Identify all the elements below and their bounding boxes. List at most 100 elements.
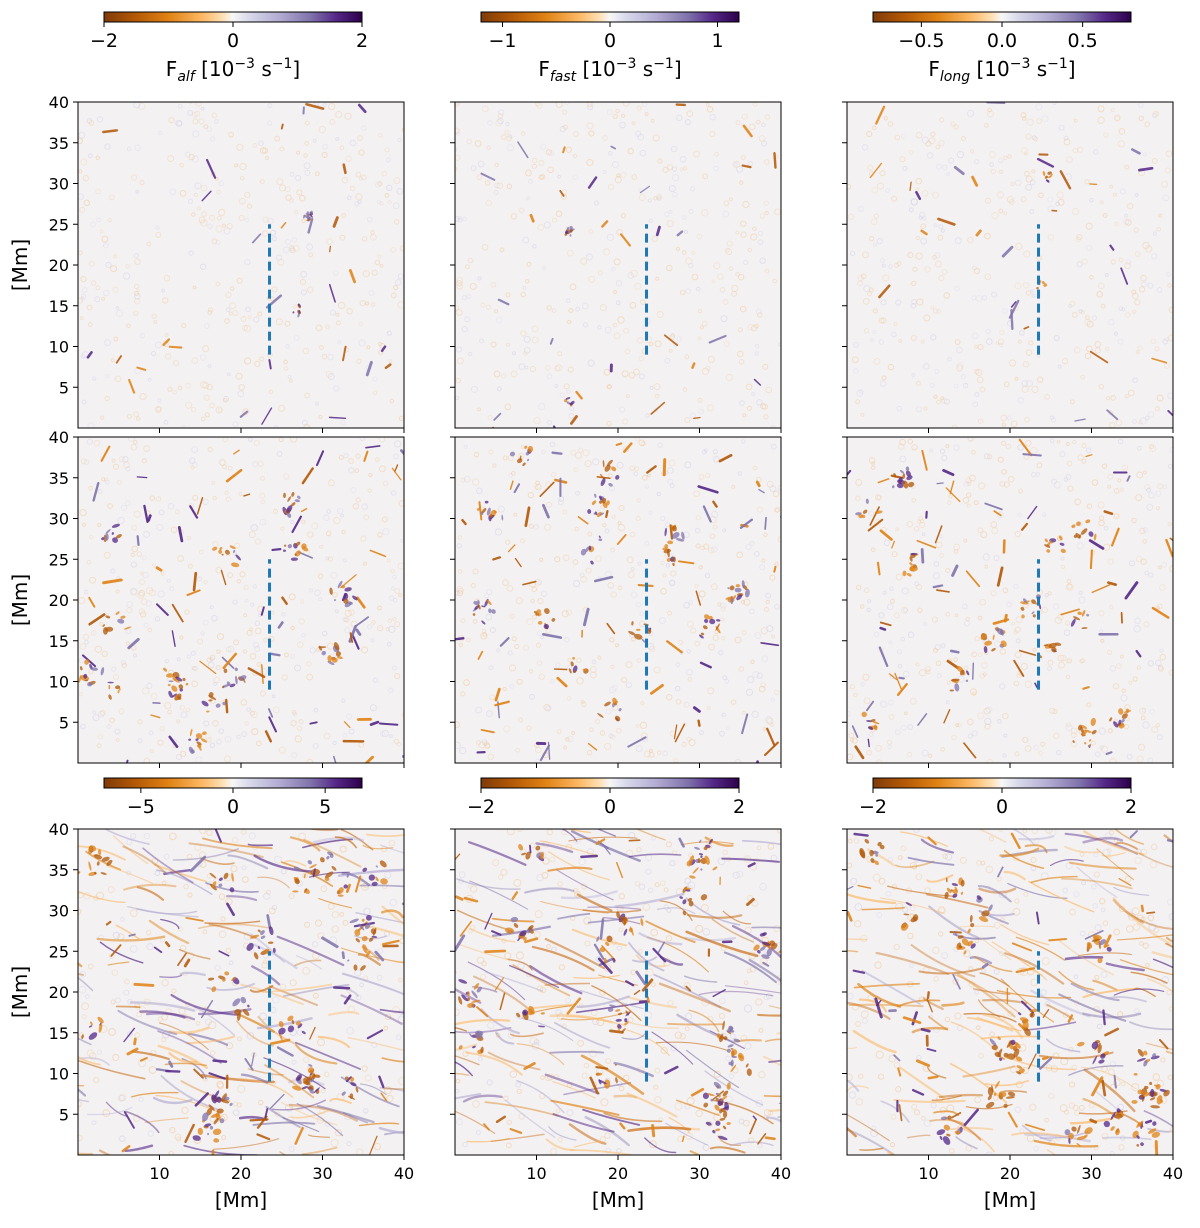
texture-grain	[1037, 376, 1044, 383]
texture-grain	[918, 215, 923, 220]
texture-grain	[145, 600, 153, 607]
texture-grain	[1088, 1102, 1095, 1109]
texture-streak	[142, 847, 194, 884]
texture-streak	[686, 1049, 740, 1089]
texture-grain	[341, 176, 349, 184]
texture-streak	[467, 961, 526, 1001]
texture-grain	[597, 325, 602, 330]
texture-streak	[197, 923, 270, 930]
texture-grain	[657, 158, 663, 164]
texture-grain	[561, 109, 568, 115]
texture-grain	[722, 675, 728, 681]
texture-grain	[741, 113, 748, 120]
texture-streak	[910, 944, 976, 978]
texture-grain	[147, 627, 153, 633]
texture-streak	[1112, 897, 1172, 945]
texture-grain	[1038, 750, 1044, 756]
texture-grain	[308, 252, 314, 258]
texture-blob	[564, 233, 568, 236]
texture-blob	[282, 549, 287, 552]
texture-grain	[1014, 179, 1022, 186]
texture-blob	[1031, 611, 1035, 615]
texture-grain	[222, 464, 228, 470]
texture-grain	[1080, 374, 1086, 380]
texture-grain	[215, 406, 223, 414]
texture-blob	[987, 1095, 992, 1101]
texture-grain	[1098, 727, 1106, 735]
texture-stroke	[997, 866, 1004, 878]
texture-grain	[668, 184, 676, 193]
texture-stroke	[650, 401, 666, 415]
texture-grain	[520, 538, 526, 544]
texture-grain	[290, 437, 298, 443]
texture-grain	[1033, 136, 1039, 142]
texture-stroke	[88, 613, 106, 626]
texture-blob	[481, 507, 487, 514]
texture-grain	[78, 193, 84, 201]
texture-grain	[1113, 488, 1120, 494]
texture-blob	[869, 849, 874, 857]
texture-stroke	[779, 516, 781, 519]
texture-grain	[194, 756, 203, 763]
texture-grain	[342, 617, 348, 623]
texture-grain	[1114, 114, 1121, 121]
texture-grain	[502, 686, 507, 692]
texture-grain	[634, 880, 641, 887]
texture-grain	[1023, 891, 1029, 897]
texture-grain	[993, 968, 1000, 975]
texture-grain	[627, 272, 635, 279]
texture-grain	[169, 188, 177, 196]
texture-grain	[480, 973, 487, 980]
texture-grain	[486, 1079, 493, 1086]
texture-streak	[469, 880, 529, 910]
texture-grain	[249, 710, 255, 716]
texture-streak	[122, 845, 166, 874]
texture-grain	[361, 236, 368, 242]
texture-grain	[586, 749, 593, 756]
texture-blob	[105, 529, 111, 534]
texture-grain	[722, 849, 728, 855]
texture-stroke	[328, 283, 336, 303]
texture-grain	[972, 265, 977, 271]
texture-blob	[278, 1021, 284, 1028]
texture-stroke	[214, 829, 222, 843]
texture-streak	[329, 1097, 352, 1104]
texture-blob	[623, 928, 628, 936]
texture-blob	[165, 673, 175, 678]
texture-stroke	[596, 476, 611, 480]
texture-blob	[1000, 640, 1007, 647]
texture-blob	[486, 507, 491, 516]
texture-grain	[258, 140, 264, 146]
texture-grain	[544, 1074, 553, 1082]
texture-grain	[236, 734, 241, 740]
texture-grain	[771, 634, 776, 639]
texture-blob	[301, 1086, 308, 1090]
texture-grain	[198, 118, 205, 125]
texture-blob	[301, 1030, 306, 1035]
texture-grain	[641, 474, 648, 481]
texture-grain	[862, 673, 870, 681]
texture-grain	[636, 337, 644, 344]
texture-stroke	[595, 1065, 609, 1070]
texture-grain	[322, 143, 328, 150]
colorbar-gradient	[103, 11, 363, 23]
texture-grain	[977, 418, 984, 424]
texture-grain	[78, 1134, 83, 1142]
texture-grain	[374, 259, 381, 266]
texture-grain	[185, 382, 192, 389]
texture-blob	[338, 887, 344, 894]
texture-blob	[90, 1021, 93, 1026]
texture-blob	[218, 877, 223, 881]
texture-grain	[520, 131, 526, 136]
texture-blob	[1091, 729, 1097, 735]
texture-grain	[1100, 638, 1105, 643]
texture-grain	[990, 590, 997, 597]
texture-grain	[228, 311, 233, 316]
texture-grain	[151, 350, 157, 357]
texture-blob	[598, 535, 601, 539]
texture-blob	[196, 741, 202, 746]
texture-grain	[110, 265, 118, 273]
texture-blob	[278, 1027, 286, 1035]
texture-streak	[926, 893, 989, 909]
texture-stroke	[593, 943, 605, 960]
